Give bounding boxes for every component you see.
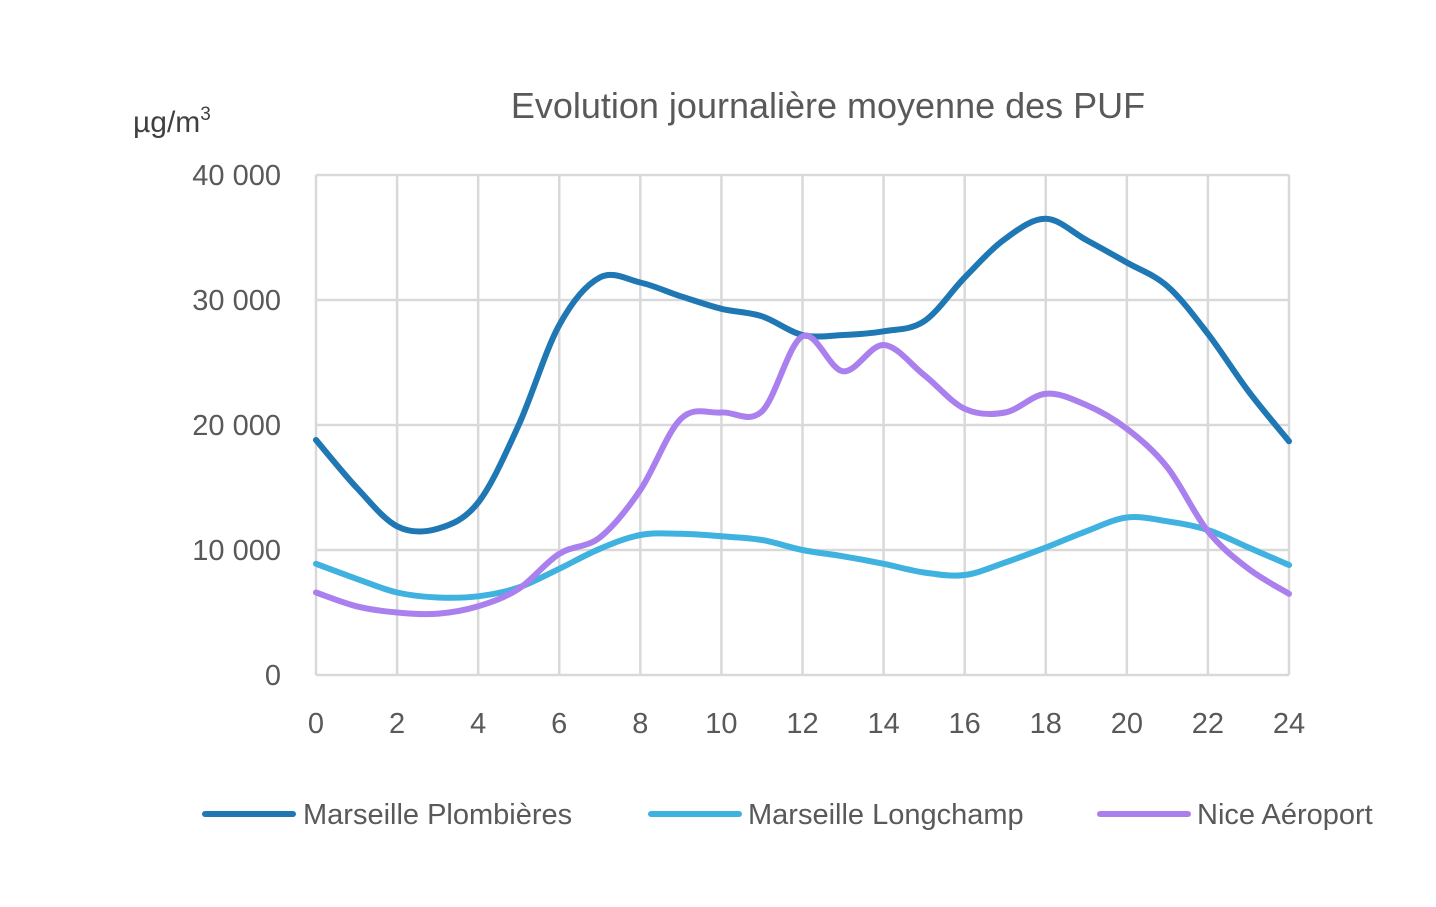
x-tick-label: 12: [786, 708, 818, 740]
y-tick-label: 30 000: [192, 285, 281, 317]
y-unit-label: µg/m3: [133, 104, 211, 139]
y-tick-label: 20 000: [192, 410, 281, 442]
x-tick-label: 24: [1273, 708, 1305, 740]
x-tick-label: 0: [308, 708, 324, 740]
legend-item: Nice Aéroport: [1097, 799, 1373, 831]
legend-item: Marseille Longchamp: [648, 799, 1024, 831]
legend-item: Marseille Plombières: [202, 799, 572, 831]
y-tick-label: 10 000: [192, 535, 281, 567]
legend-label: Marseille Plombières: [303, 799, 572, 831]
legend: Marseille Plombières Marseille Longchamp N…: [202, 799, 1373, 831]
x-tick-label: 2: [389, 708, 405, 740]
legend-label: Marseille Longchamp: [748, 799, 1024, 831]
x-tick-label: 6: [551, 708, 567, 740]
unit-superscript: 3: [200, 104, 211, 125]
series-line-1: [313, 215, 1292, 535]
x-tick-label: 14: [867, 708, 899, 740]
x-tick-label: 10: [705, 708, 737, 740]
legend-label: Nice Aéroport: [1197, 799, 1373, 831]
x-tick-label: 8: [632, 708, 648, 740]
y-tick-label: 40 000: [192, 160, 281, 192]
series-line-3: [313, 332, 1292, 618]
series-lines: [313, 215, 1292, 618]
x-tick-labels: 0 2 4 6 8 10 12 14 16 18 20 22 24: [308, 708, 1305, 740]
y-tick-labels: 0 10 000 20 000 30 000 40 000: [192, 160, 281, 692]
chart-title: Evolution journalière moyenne des PUF: [511, 85, 1145, 126]
x-tick-label: 4: [470, 708, 486, 740]
y-tick-label: 0: [265, 660, 281, 692]
x-tick-label: 22: [1192, 708, 1224, 740]
series-line-2: [313, 514, 1292, 601]
x-tick-label: 20: [1111, 708, 1143, 740]
x-tick-label: 18: [1030, 708, 1062, 740]
x-tick-label: 16: [949, 708, 981, 740]
